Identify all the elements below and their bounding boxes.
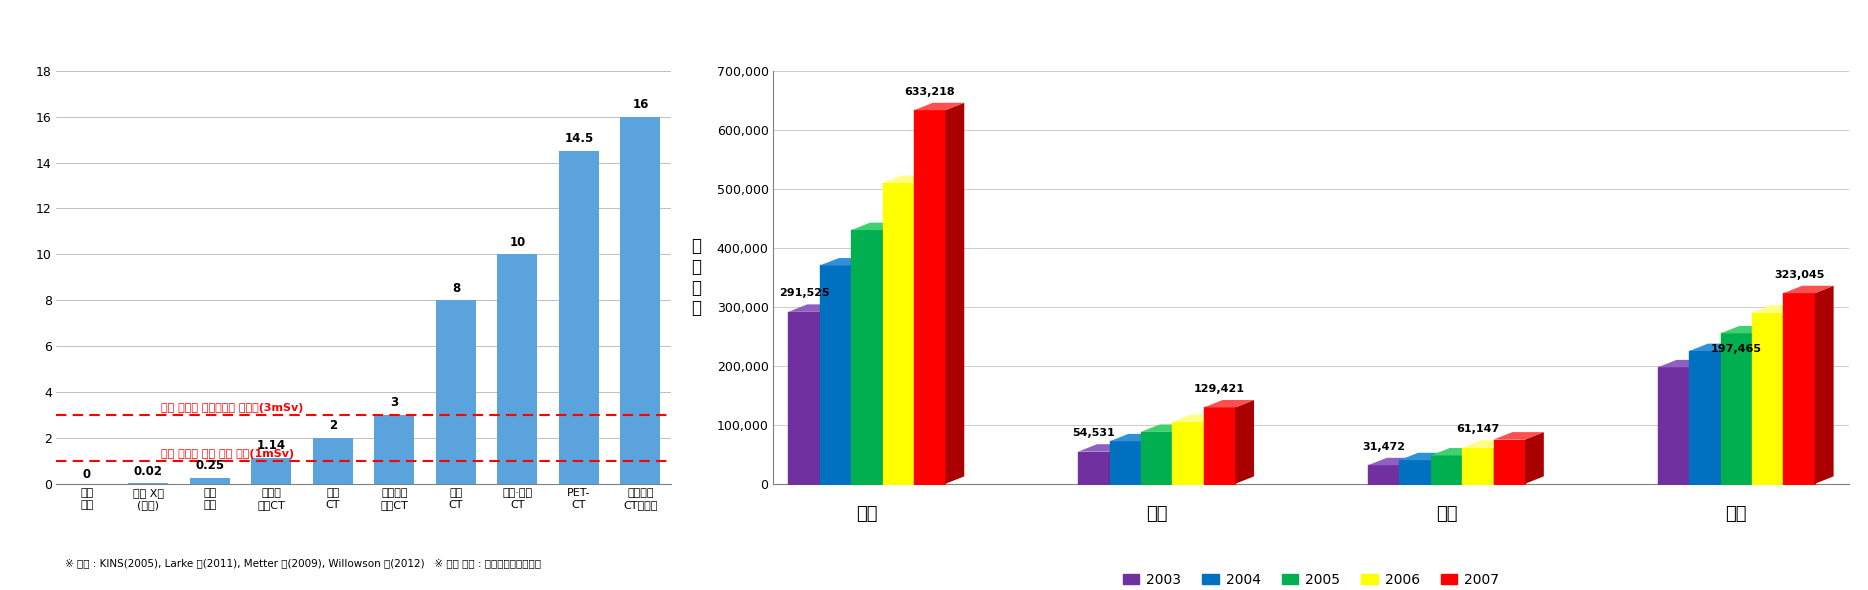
Text: 연간 일반인 피폭 허용 기준(1mSv): 연간 일반인 피폭 허용 기준(1mSv) — [161, 450, 293, 460]
Polygon shape — [1689, 360, 1707, 484]
Polygon shape — [788, 304, 839, 312]
Polygon shape — [1816, 286, 1834, 484]
Polygon shape — [1494, 432, 1543, 440]
Polygon shape — [1367, 458, 1418, 466]
Polygon shape — [1752, 305, 1803, 313]
Text: 3: 3 — [390, 396, 398, 409]
Polygon shape — [1720, 326, 1771, 333]
Polygon shape — [1110, 444, 1128, 484]
Text: 연간 한국인 자연방사선 피폭량(3mSv): 연간 한국인 자연방사선 피폭량(3mSv) — [161, 403, 303, 413]
Polygon shape — [1431, 453, 1450, 484]
Text: 61,147: 61,147 — [1457, 424, 1500, 434]
Text: 291,525: 291,525 — [779, 288, 829, 298]
Polygon shape — [1399, 458, 1418, 484]
Polygon shape — [1689, 343, 1739, 351]
Polygon shape — [1524, 432, 1543, 484]
Text: 10: 10 — [510, 235, 525, 248]
Text: ※ 출처 : KINS(2005), Larke 등(2011), Metter 등(2009), Willowson 등(2012)   ※ 자료 제공 : : ※ 출처 : KINS(2005), Larke 등(2011), Metter… — [65, 559, 542, 568]
Polygon shape — [1463, 440, 1513, 448]
Polygon shape — [913, 175, 932, 484]
Bar — [374, 415, 415, 484]
Bar — [191, 478, 230, 484]
Polygon shape — [1203, 400, 1253, 408]
Polygon shape — [1173, 414, 1224, 422]
Bar — [497, 254, 538, 484]
Bar — [435, 300, 476, 484]
Polygon shape — [820, 304, 839, 484]
Text: 0.02: 0.02 — [134, 464, 163, 477]
Legend: 2003, 2004, 2005, 2006, 2007: 2003, 2004, 2005, 2006, 2007 — [1117, 568, 1506, 590]
Polygon shape — [1110, 434, 1160, 441]
Text: 54,531: 54,531 — [1072, 428, 1115, 438]
Polygon shape — [1784, 286, 1834, 293]
Text: 0: 0 — [82, 468, 92, 481]
Polygon shape — [913, 103, 964, 110]
Polygon shape — [852, 222, 902, 230]
Bar — [252, 458, 291, 484]
Polygon shape — [1078, 444, 1128, 451]
Polygon shape — [882, 222, 902, 484]
Polygon shape — [1431, 448, 1481, 455]
Polygon shape — [820, 258, 870, 266]
Polygon shape — [1657, 360, 1707, 368]
Bar — [559, 151, 600, 484]
Text: 14.5: 14.5 — [564, 132, 594, 145]
Text: 31,472: 31,472 — [1362, 441, 1405, 451]
Bar — [312, 438, 353, 484]
Polygon shape — [945, 103, 964, 484]
Polygon shape — [1173, 424, 1192, 484]
Polygon shape — [1784, 305, 1803, 484]
Text: 의료방사선 검사 행위별 유효선량: 의료방사선 검사 행위별 유효선량 — [69, 39, 211, 54]
Text: 129,421: 129,421 — [1194, 384, 1244, 394]
Polygon shape — [1235, 400, 1253, 484]
Text: 633,218: 633,218 — [904, 87, 955, 97]
Polygon shape — [1463, 448, 1481, 484]
Bar — [620, 117, 661, 484]
Text: 197,465: 197,465 — [1711, 343, 1762, 353]
Text: 16: 16 — [631, 98, 648, 111]
Text: 8: 8 — [452, 281, 460, 294]
Y-axis label: 검
사
횟
수: 검 사 횟 수 — [691, 237, 700, 317]
Polygon shape — [882, 175, 932, 183]
Polygon shape — [1720, 343, 1739, 484]
Polygon shape — [1399, 453, 1450, 460]
Polygon shape — [1203, 414, 1224, 484]
Text: 2: 2 — [329, 419, 336, 432]
Text: (단위 : mSv): (단위 : mSv) — [594, 40, 659, 53]
Text: 323,045: 323,045 — [1775, 270, 1825, 280]
Text: 0.25: 0.25 — [196, 460, 224, 473]
Polygon shape — [852, 258, 870, 484]
Polygon shape — [1494, 440, 1513, 484]
Polygon shape — [1752, 326, 1771, 484]
Polygon shape — [1141, 434, 1160, 484]
Polygon shape — [1141, 424, 1192, 432]
Text: 1.14: 1.14 — [256, 439, 286, 452]
